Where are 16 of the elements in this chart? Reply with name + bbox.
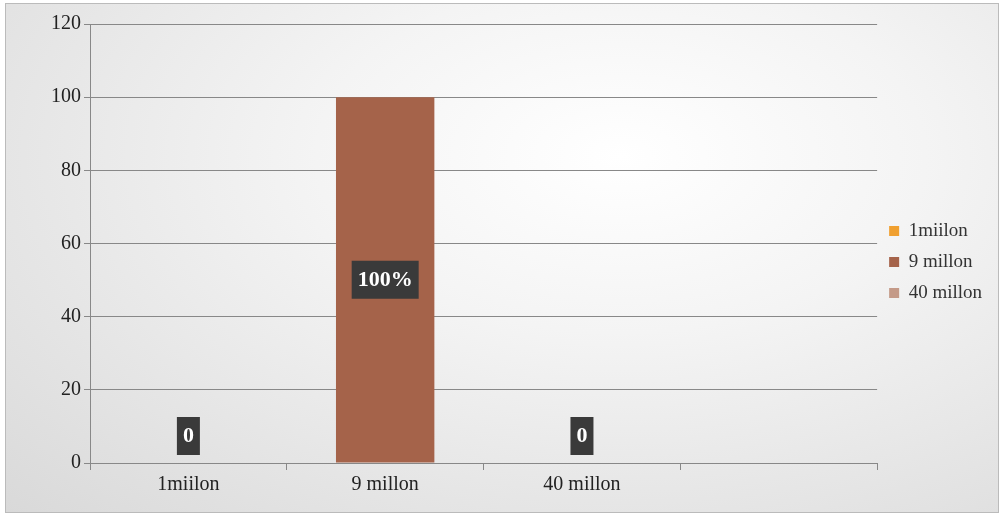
- data-label: 100%: [357, 265, 413, 291]
- x-tick-label: 40 millon: [543, 472, 621, 495]
- y-tick-label: 60: [61, 230, 81, 253]
- data-label: 0: [182, 421, 194, 447]
- legend-label: 40 millon: [908, 280, 983, 302]
- y-tick-label: 20: [61, 377, 81, 400]
- legend-label: 9 millon: [908, 249, 973, 271]
- y-tick-label: 120: [51, 11, 81, 34]
- y-tick-label: 100: [51, 84, 81, 107]
- y-tick-label: 40: [61, 303, 81, 326]
- y-tick-label: 80: [61, 157, 81, 180]
- y-tick-label: 0: [71, 450, 81, 473]
- data-label: 0: [576, 421, 588, 447]
- legend-label: 1miilon: [908, 218, 969, 240]
- x-tick-label: 1miilon: [157, 472, 220, 495]
- x-tick-label: 9 millon: [351, 472, 419, 495]
